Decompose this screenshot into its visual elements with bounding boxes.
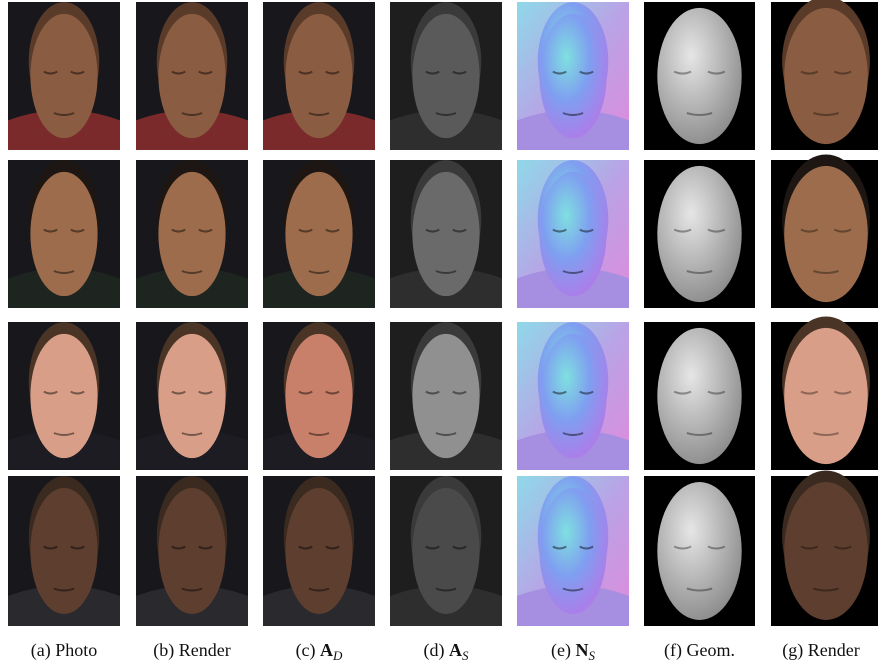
- figure: (a) Photo(b) Render(c) AD(d) AS(e) NS(f)…: [0, 0, 878, 664]
- image-cell: [390, 160, 502, 308]
- caption-label: (c): [296, 640, 320, 661]
- image-cell: [771, 0, 878, 150]
- caption: (g) Render: [782, 640, 859, 661]
- image-grid: [8, 0, 878, 626]
- image-cell: [8, 476, 120, 626]
- face: [30, 172, 97, 296]
- face: [539, 14, 606, 138]
- face: [158, 14, 225, 138]
- image-cell: [644, 2, 755, 150]
- face: [30, 488, 97, 614]
- face: [285, 334, 352, 458]
- face: [657, 8, 741, 144]
- image-cell: [644, 160, 755, 308]
- image-cell: [771, 155, 878, 308]
- caption-subscript: S: [588, 648, 595, 663]
- face: [784, 166, 868, 302]
- caption-text: Render: [808, 640, 860, 660]
- image-cell: [390, 322, 502, 470]
- caption-text: N: [575, 640, 588, 660]
- image-cell: [263, 160, 375, 308]
- face: [784, 482, 868, 620]
- face: [412, 172, 479, 296]
- caption: (d) AS: [424, 640, 470, 663]
- image-cell: [517, 476, 629, 626]
- face: [539, 172, 606, 296]
- caption-label: (d): [424, 640, 450, 661]
- caption-text: A: [449, 640, 462, 660]
- face: [657, 328, 741, 464]
- face: [539, 334, 606, 458]
- caption-text: Geom.: [686, 640, 735, 660]
- image-cell: [8, 2, 120, 150]
- caption-subscript: D: [332, 648, 343, 663]
- caption: (c) AD: [296, 640, 343, 663]
- caption-label: (f): [664, 640, 686, 661]
- image-cell: [771, 470, 878, 626]
- caption-label: (a): [31, 640, 55, 661]
- image-cell: [263, 322, 375, 470]
- face: [412, 14, 479, 138]
- image-cell: [517, 2, 629, 150]
- caption-text: Photo: [55, 640, 97, 660]
- caption-label: (b): [153, 640, 179, 661]
- face: [30, 14, 97, 138]
- image-cell: [263, 2, 375, 150]
- face: [657, 482, 741, 620]
- face: [30, 334, 97, 458]
- image-cell: [136, 322, 248, 470]
- image-cell: [390, 476, 502, 626]
- image-cell: [136, 160, 248, 308]
- caption-text: Render: [179, 640, 231, 660]
- image-cell: [263, 476, 375, 626]
- image-cell: [517, 322, 629, 470]
- caption-label: (g): [782, 640, 808, 661]
- caption: (e) NS: [551, 640, 595, 663]
- face: [412, 488, 479, 614]
- image-cell: [136, 2, 248, 150]
- captions: (a) Photo(b) Render(c) AD(d) AS(e) NS(f)…: [31, 640, 860, 663]
- caption: (a) Photo: [31, 640, 98, 661]
- face: [784, 8, 868, 144]
- face: [657, 166, 741, 302]
- face: [158, 334, 225, 458]
- image-cell: [8, 160, 120, 308]
- face: [158, 488, 225, 614]
- image-cell: [517, 160, 629, 308]
- image-cell: [644, 322, 755, 470]
- face: [412, 334, 479, 458]
- image-cell: [390, 2, 502, 150]
- face: [539, 488, 606, 614]
- image-cell: [136, 476, 248, 626]
- image-cell: [8, 322, 120, 470]
- caption-label: (e): [551, 640, 575, 661]
- image-cell: [644, 476, 755, 626]
- face: [158, 172, 225, 296]
- caption-subscript: S: [462, 648, 469, 663]
- face: [285, 14, 352, 138]
- face: [285, 172, 352, 296]
- caption: (f) Geom.: [664, 640, 735, 661]
- caption-text: A: [320, 640, 333, 660]
- image-cell: [771, 317, 878, 470]
- caption: (b) Render: [153, 640, 230, 661]
- face: [784, 328, 868, 464]
- face: [285, 488, 352, 614]
